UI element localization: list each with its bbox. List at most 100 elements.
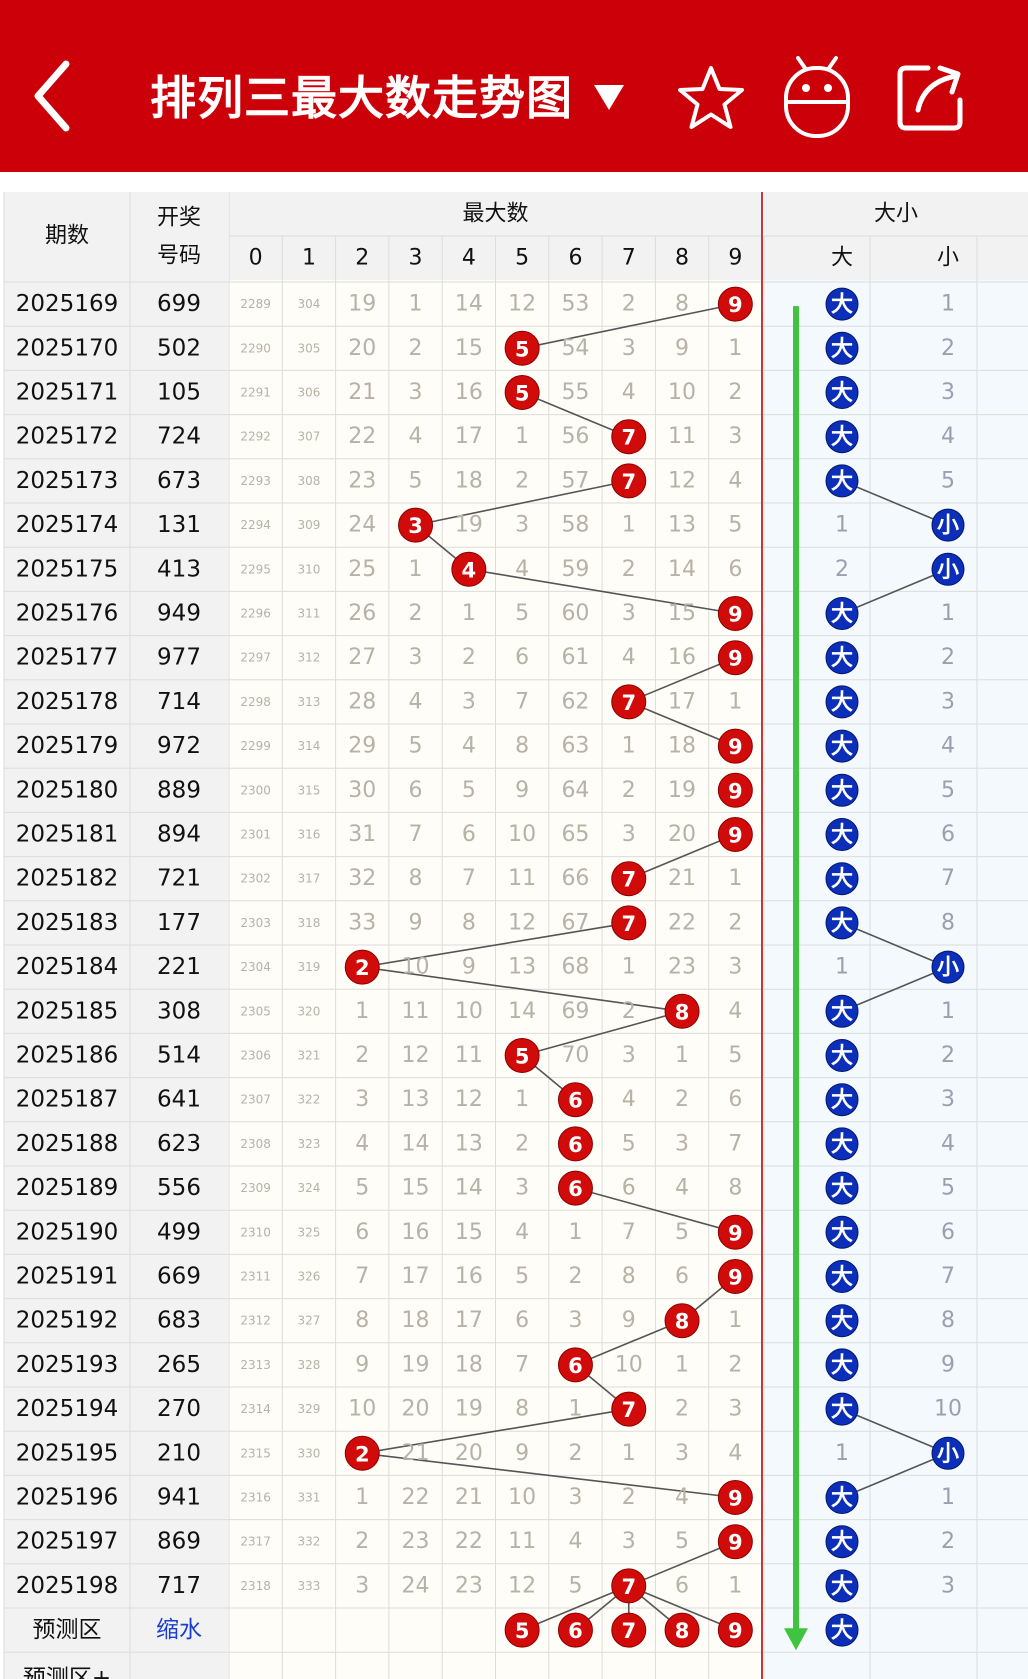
miss-count-cell: 4 [355, 1131, 369, 1156]
miss-count-cell: 5 [675, 1529, 689, 1554]
small-miss-cell: 10 [934, 1397, 962, 1422]
miss-count-cell: 2314 [240, 1402, 271, 1416]
max-digit-ball-label: 3 [408, 514, 423, 538]
share-icon[interactable] [894, 60, 968, 134]
period-cell: 2025175 [16, 556, 118, 582]
miss-count-cell: 2302 [240, 872, 271, 886]
miss-count-cell: 23 [455, 1573, 483, 1598]
big-miss-cell: 2 [835, 557, 849, 582]
miss-count-cell: 11 [402, 999, 430, 1024]
draw-number-cell: 556 [157, 1175, 201, 1201]
miss-count-cell: 2291 [240, 386, 271, 400]
miss-count-cell: 2297 [240, 651, 271, 665]
max-digit-ball [611, 1568, 647, 1604]
miss-count-cell: 27 [348, 645, 376, 670]
small-miss-cell: 3 [941, 380, 955, 405]
period-cell: 2025171 [16, 380, 118, 406]
miss-count-cell: 7 [355, 1264, 369, 1289]
miss-count-cell: 2 [515, 468, 529, 493]
small-miss-cell: 4 [941, 424, 955, 449]
max-digit-ball-label: 9 [728, 1221, 743, 1245]
miss-count-cell: 320 [297, 1004, 320, 1018]
period-cell: 2025193 [16, 1352, 118, 1378]
miss-count-cell: 2292 [240, 430, 271, 444]
miss-count-cell: 304 [297, 297, 320, 311]
period-cell: 2025178 [16, 689, 118, 715]
size-ball-big [825, 1083, 859, 1117]
miss-count-cell: 20 [668, 822, 696, 847]
max-digit-ball-label: 5 [515, 382, 530, 406]
miss-count-cell: 5 [728, 513, 742, 538]
miss-count-cell: 1 [515, 1087, 529, 1112]
prediction-size-ball[interactable] [825, 1613, 859, 1647]
miss-count-cell: 313 [297, 695, 320, 709]
size-ball-label: 大 [831, 1398, 853, 1423]
shrink-link[interactable]: 缩水 [156, 1617, 202, 1643]
size-ball-label: 大 [831, 867, 853, 892]
max-digit-ball-label: 9 [728, 735, 743, 759]
miss-count-cell: 5 [409, 734, 423, 759]
draw-number-cell: 724 [157, 424, 201, 450]
prediction-plus-label[interactable]: 预测区+ [23, 1665, 111, 1679]
header-digit-3: 3 [409, 246, 423, 271]
robot-icon[interactable] [780, 54, 854, 140]
prediction-ball[interactable] [717, 1612, 753, 1648]
prediction-ball[interactable] [611, 1612, 647, 1648]
prediction-ball-label[interactable]: 8 [675, 1619, 690, 1643]
miss-count-cell: 3 [568, 1485, 582, 1510]
max-digit-ball [717, 1259, 753, 1294]
miss-count-cell: 15 [402, 1176, 430, 1201]
prediction-ball-label[interactable]: 6 [568, 1619, 583, 1643]
period-cell: 2025197 [16, 1529, 118, 1555]
max-digit-ball [717, 640, 753, 676]
miss-count-cell: 61 [561, 645, 589, 670]
draw-number-cell: 972 [157, 733, 201, 759]
miss-count-cell: 1 [355, 1485, 369, 1510]
header-digit-8: 8 [675, 246, 689, 271]
prediction-size-label[interactable]: 大 [831, 1619, 853, 1644]
miss-count-cell: 4 [728, 999, 742, 1024]
size-ball-label: 大 [831, 1265, 853, 1290]
prediction-ball[interactable] [504, 1612, 540, 1648]
miss-count-cell: 13 [668, 513, 696, 538]
star-icon[interactable] [676, 64, 746, 132]
prediction-ball[interactable] [557, 1612, 593, 1648]
miss-count-cell: 13 [455, 1131, 483, 1156]
max-digit-ball [664, 1303, 700, 1339]
prediction-ball[interactable] [664, 1612, 700, 1648]
miss-count-cell: 63 [561, 734, 589, 759]
miss-count-cell: 321 [297, 1049, 320, 1063]
app-header: 排列三最大数走势图 [0, 0, 1028, 172]
period-cell: 2025172 [16, 424, 118, 450]
draw-number-cell: 265 [157, 1352, 201, 1378]
max-digit-ball-label: 8 [675, 1310, 690, 1334]
miss-count-cell: 3 [728, 1397, 742, 1422]
max-digit-ball-label: 5 [515, 1045, 530, 1069]
draw-number-cell: 514 [157, 1043, 201, 1069]
size-ball-big [825, 464, 859, 498]
max-digit-ball-label: 7 [621, 691, 636, 715]
miss-count-cell: 4 [409, 424, 423, 449]
miss-count-cell: 3 [622, 336, 636, 361]
trend-lines [362, 303, 949, 1631]
miss-count-cell: 26 [348, 601, 376, 626]
max-digit-ball [504, 330, 540, 366]
miss-count-cell: 9 [515, 778, 529, 803]
miss-count-cell: 317 [297, 872, 320, 886]
page-title[interactable]: 排列三最大数走势图 [150, 71, 573, 125]
miss-count-cell: 5 [568, 1573, 582, 1598]
max-trend-segment [362, 966, 683, 1013]
miss-count-cell: 6 [622, 1176, 636, 1201]
size-ball-label: 大 [831, 293, 853, 318]
dropdown-caret-icon[interactable] [592, 82, 626, 112]
prediction-ball-label[interactable]: 9 [728, 1619, 743, 1643]
miss-count-cell: 9 [355, 1352, 369, 1377]
back-arrow-icon[interactable] [28, 58, 78, 134]
miss-count-cell: 7 [462, 866, 476, 891]
size-trend-segment [841, 922, 949, 968]
prediction-ball-label[interactable]: 7 [621, 1619, 636, 1643]
miss-count-cell: 2310 [240, 1225, 271, 1239]
max-digit-ball [344, 1435, 380, 1471]
prediction-ball-label[interactable]: 5 [515, 1619, 530, 1643]
size-ball-big [825, 1481, 859, 1514]
